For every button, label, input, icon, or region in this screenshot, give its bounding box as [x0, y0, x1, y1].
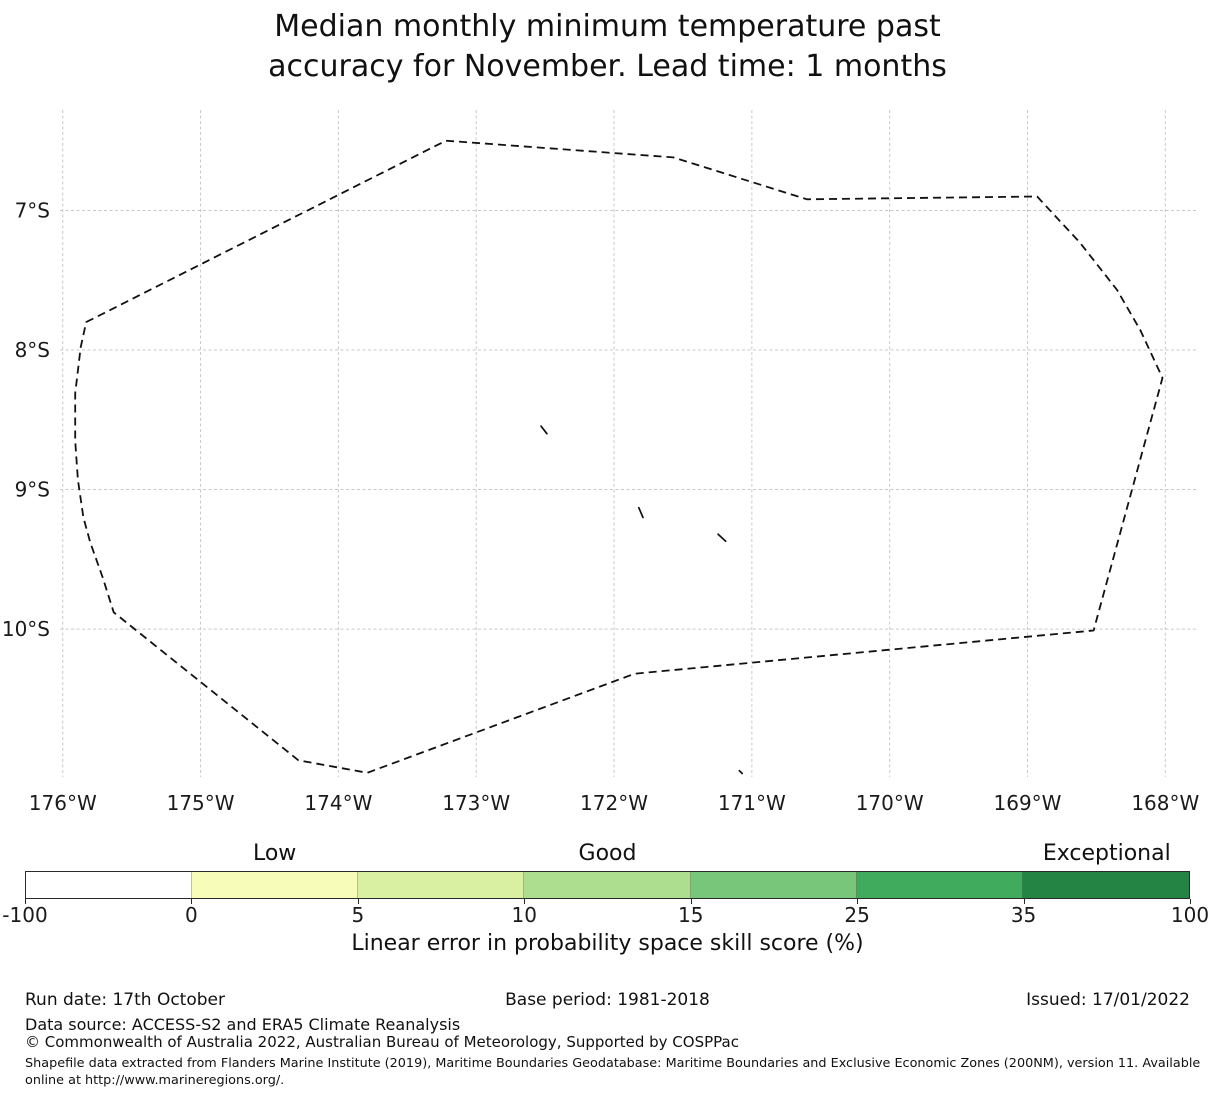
- footer-row: Run date: 17th October Base period: 1981…: [25, 990, 1190, 1012]
- colorbar-category-label: Good: [578, 841, 637, 866]
- x-axis-tick-label: 175°W: [167, 791, 235, 815]
- island-mark: [717, 533, 727, 543]
- colorbar-tickmark: [857, 899, 859, 904]
- y-axis-tick-label: 7°S: [15, 198, 50, 222]
- colorbar-tickmark: [524, 899, 526, 904]
- colorbar-tickmark: [191, 899, 193, 904]
- colorbar-segment: [1022, 872, 1189, 898]
- colorbar-segment: [358, 872, 525, 898]
- colorbar-category-label: Exceptional: [1042, 841, 1171, 866]
- colorbar-caption: Linear error in probability space skill …: [351, 931, 864, 956]
- run-date-text: Run date: 17th October: [25, 990, 225, 1010]
- x-axis-tick-label: 168°W: [1131, 791, 1199, 815]
- colorbar: [25, 871, 1190, 899]
- island-mark: [637, 506, 644, 519]
- colorbar-tickmarks: [0, 899, 1215, 905]
- y-axis-tick-label: 8°S: [15, 338, 50, 362]
- colorbar-tick-label: 35: [1010, 903, 1037, 927]
- base-period-text: Base period: 1981-2018: [505, 990, 710, 1010]
- colorbar-tickmark: [1023, 899, 1025, 904]
- colorbar-tickmark: [25, 899, 26, 904]
- copyright-text: © Commonwealth of Australia 2022, Austra…: [25, 1033, 739, 1051]
- colorbar-tickmark: [357, 899, 359, 904]
- colorbar-category-label: Low: [252, 841, 297, 866]
- colorbar-tick-label: 5: [351, 903, 365, 927]
- issued-date-text: Issued: 17/01/2022: [1026, 990, 1190, 1010]
- colorbar-tickmark: [1190, 899, 1191, 904]
- x-axis-tick-label: 171°W: [718, 791, 786, 815]
- x-axis-tick-label: 174°W: [304, 791, 372, 815]
- colorbar-tick-label: 100: [1170, 903, 1210, 927]
- map-plot: 176°W 175°W 174°W 173°W 172°W 171°W 170°W 169°W…: [2, 110, 1199, 815]
- colorbar-category-labels: Low Good Exceptional: [0, 841, 1215, 867]
- colorbar-segment: [26, 872, 193, 898]
- colorbar-tick-label: 10: [511, 903, 538, 927]
- colorbar-tick-labels: -100 0 5 10 15 25 35 100: [0, 903, 1215, 927]
- data-source-text: Data source: ACCESS-S2 and ERA5 Climate …: [25, 1015, 461, 1034]
- colorbar-tick-label: 15: [677, 903, 704, 927]
- x-axis-tick-label: 169°W: [994, 791, 1062, 815]
- y-axis-tick-label: 10°S: [2, 617, 50, 641]
- x-axis-tick-label: 172°W: [580, 791, 648, 815]
- island-mark: [738, 769, 744, 775]
- x-axis-tick-label: 176°W: [29, 791, 97, 815]
- colorbar-tick-label: 25: [844, 903, 870, 927]
- colorbar-tick-label: 0: [185, 903, 198, 927]
- colorbar-segment: [192, 872, 359, 898]
- x-axis-tick-label: 173°W: [442, 791, 510, 815]
- eez-boundary: [74, 139, 1164, 774]
- chart-title: Median monthly minimum temperature past …: [0, 7, 1215, 87]
- y-axis-tick-label: 9°S: [15, 478, 50, 502]
- colorbar-tick-label: -100: [2, 903, 48, 927]
- chart-title-line-2: accuracy for November. Lead time: 1 mont…: [268, 49, 947, 84]
- chart-title-line-1: Median monthly minimum temperature past: [274, 9, 941, 44]
- colorbar-segment: [524, 872, 691, 898]
- island-mark: [540, 425, 548, 435]
- colorbar-tickmark: [690, 899, 692, 904]
- shapefile-note-text: Shapefile data extracted from Flanders M…: [25, 1056, 1201, 1088]
- x-axis-tick-label: 170°W: [856, 791, 924, 815]
- colorbar-segment: [856, 872, 1023, 898]
- colorbar-segment: [690, 872, 857, 898]
